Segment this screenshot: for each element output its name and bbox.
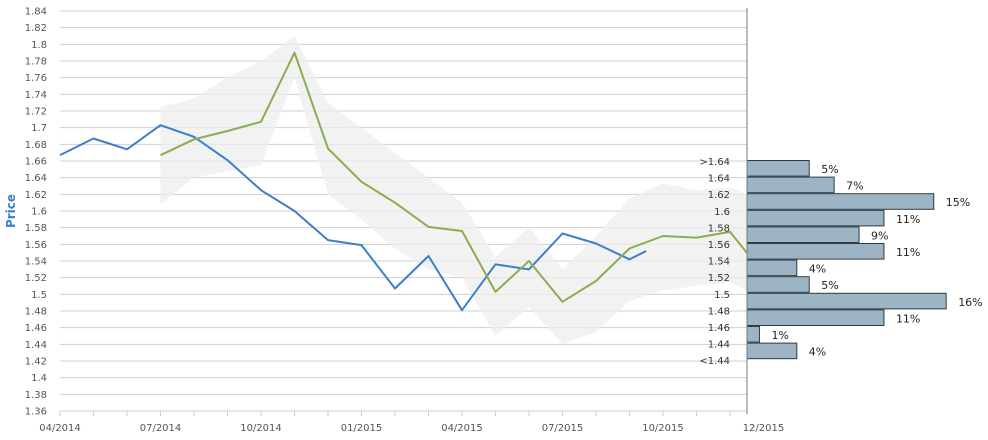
y-tick-label: 1.78	[25, 57, 47, 68]
histogram-percent-label: 9%	[871, 229, 888, 242]
histogram-bar	[746, 292, 947, 310]
histogram-bin-label: 1.58	[708, 223, 730, 234]
y-tick-label: 1.8	[31, 40, 47, 51]
histogram-bar	[746, 160, 810, 177]
histogram-bin-label: >1.64	[699, 157, 730, 168]
y-tick-label: 1.48	[25, 307, 47, 318]
histogram-bar	[746, 226, 860, 243]
y-tick-label: 1.6	[31, 207, 47, 218]
histogram-percent-label: 15%	[946, 196, 970, 209]
histogram-bin-label: 1.46	[708, 323, 730, 334]
x-tick-label: 04/2014	[39, 423, 81, 434]
histogram-percent-label: 4%	[809, 263, 826, 276]
histogram-percent-label: 5%	[821, 279, 838, 292]
histogram-percent-label: 7%	[846, 180, 863, 193]
histogram-bin-label: 1.44	[708, 340, 730, 351]
histogram-bar	[746, 326, 760, 343]
y-tick-label: 1.4	[31, 373, 47, 384]
y-tick-label: 1.66	[25, 157, 47, 168]
histogram-percent-label: 4%	[809, 346, 826, 359]
y-tick-label: 1.52	[25, 273, 47, 284]
histogram-bar	[746, 243, 885, 260]
y-tick-label: 1.62	[25, 190, 47, 201]
histogram-bin-label: 1.6	[714, 207, 730, 218]
y-tick-label: 1.68	[25, 140, 47, 151]
histogram-bin-label: 1.62	[708, 190, 730, 201]
histogram-percent-label: 16%	[958, 296, 982, 309]
histogram-bar	[746, 209, 885, 227]
y-tick-label: 1.44	[25, 340, 47, 351]
histogram-bin-label: <1.44	[699, 356, 730, 367]
x-tick-label: 10/2014	[240, 423, 282, 434]
histogram-bar	[746, 309, 885, 326]
y-axis-ticks: 1.36 1.38 1.4 1.42 1.44 1.46 1.48 1.5 1.52 1.54 1.…	[25, 7, 47, 418]
green-series-line	[160, 51, 748, 303]
histogram-bin-label: 1.64	[708, 174, 730, 185]
histogram-percent-label: 11%	[896, 246, 920, 259]
histogram-bin-label: 1.5	[714, 290, 730, 301]
y-tick-label: 1.72	[25, 107, 47, 118]
forecast-band-area	[160, 36, 747, 345]
histogram-bar	[746, 259, 798, 277]
x-tick-label: 12/2015	[743, 423, 785, 434]
histogram-bin-label: 1.52	[708, 273, 730, 284]
y-tick-label: 1.84	[25, 7, 47, 18]
histogram-percent-label: 11%	[896, 312, 920, 325]
y-tick-label: 1.46	[25, 323, 47, 334]
x-tick-label: 10/2015	[642, 423, 684, 434]
x-tick-label: 01/2015	[341, 423, 383, 434]
y-tick-label: 1.64	[25, 173, 47, 184]
x-tick-label: 07/2015	[542, 423, 584, 434]
histogram-bar	[746, 193, 935, 210]
y-tick-label: 1.38	[25, 390, 47, 401]
histogram-bar	[746, 176, 835, 194]
y-tick-label: 1.42	[25, 357, 47, 368]
y-tick-label: 1.82	[25, 23, 47, 34]
y-tick-label: 1.74	[25, 90, 47, 101]
histogram-bar	[746, 342, 798, 360]
histogram-bar	[746, 276, 810, 293]
x-axis-ticks: 04/2014 07/2014 10/2014 01/2015 04/2015 07/20…	[39, 411, 784, 434]
y-tick-label: 1.36	[25, 407, 47, 418]
y-tick-label: 1.58	[25, 223, 47, 234]
x-tick-label: 07/2014	[140, 423, 182, 434]
y-tick-label: 1.5	[31, 290, 47, 301]
y-tick-label: 1.7	[31, 123, 47, 134]
histogram-bin-label: 1.48	[708, 306, 730, 317]
y-tick-label: 1.54	[25, 257, 47, 268]
histogram-percent-label: 1%	[771, 329, 788, 342]
histogram-bin-label: 1.56	[708, 240, 730, 251]
histogram-percent-label: 5%	[821, 163, 838, 176]
histogram-percent-label: 11%	[896, 213, 920, 226]
forecast-band	[160, 36, 747, 345]
x-tick-label: 04/2015	[441, 423, 483, 434]
y-axis-label: Price	[4, 194, 18, 228]
series-lines	[59, 51, 748, 312]
histogram: >1.64 5% 1.64 7% 1.62 15% 1.6 11% 1.58 9% 1.56 11% 1…	[699, 157, 982, 367]
blue-series-line	[59, 124, 647, 312]
histogram-bin-label: 1.54	[708, 257, 730, 268]
y-tick-label: 1.56	[25, 240, 47, 251]
y-tick-label: 1.76	[25, 73, 47, 84]
